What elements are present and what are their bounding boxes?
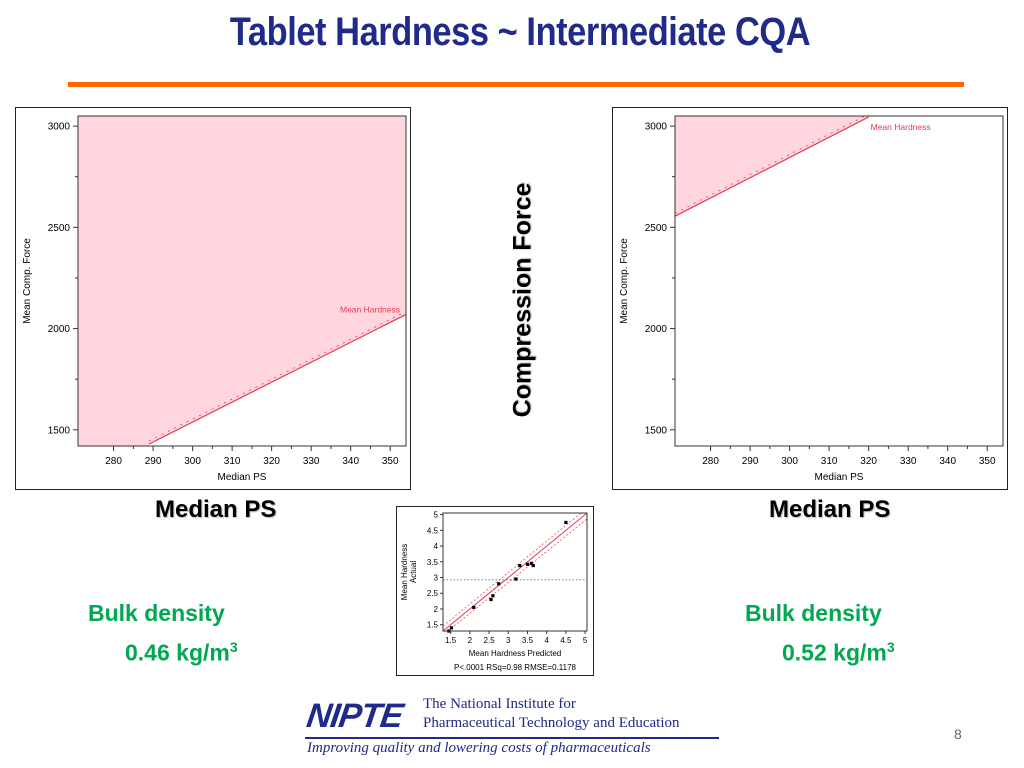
actual-vs-predicted-plot: 1.5 2 2.5 3 3.5 4 4.5 5 1.5 2 2.5 3 3.5 4 4.5 5 Mean Har… (396, 506, 594, 676)
right-bulk-value-row: 0.52 kg/m3 (745, 630, 895, 670)
scatter-y-tick-label: 2.5 (427, 589, 439, 598)
left-x-tick-label: 300 (184, 456, 201, 467)
scatter-y-tick-label: 3.5 (427, 558, 439, 567)
right-x-tick-label: 280 (702, 456, 719, 467)
scatter-x-tick-label: 1.5 (445, 636, 457, 645)
right-x-tick-label: 350 (979, 456, 996, 467)
left-contour-line (148, 313, 407, 445)
left-x-tick-label: 290 (145, 456, 162, 467)
left-x-tick-label: 280 (105, 456, 122, 467)
left-y-tick-label: 3000 (48, 122, 71, 133)
left-y-tick-label: 2000 (48, 324, 71, 335)
scatter-x-axis-label: Mean Hardness Predicted (469, 649, 562, 658)
nipte-logo: NIPTE The National Institute for Pharmac… (304, 693, 725, 763)
scatter-y-tick-label: 5 (434, 511, 439, 520)
scatter-point (518, 563, 522, 568)
scatter-frame (442, 512, 588, 632)
right-x-tick-label: 300 (781, 456, 798, 467)
confidence-upper (447, 518, 588, 632)
institute-line2: Pharmaceutical Technology and Education (423, 715, 680, 731)
scatter-point (489, 597, 493, 602)
left-y-tick-label: 2500 (48, 223, 71, 234)
left-x-tick-label: 320 (263, 456, 280, 467)
right-bulk-title: Bulk density (745, 600, 882, 626)
compression-force-label: Compression Force (508, 182, 537, 418)
left-plot-frame (77, 115, 407, 447)
scatter-point (497, 582, 501, 586)
scatter-x-tick-label: 2.5 (484, 636, 496, 645)
right-contour-dotted (674, 113, 869, 214)
fit-line (442, 512, 588, 632)
left-bulk-sup: 3 (229, 639, 238, 655)
scatter-y-tick-label: 4.5 (427, 526, 439, 535)
scatter-y-tick-label: 1.5 (427, 621, 439, 630)
scatter-y-tick-label: 2 (434, 605, 439, 614)
left-y-tick-label: 1500 (48, 425, 71, 436)
scatter-point (564, 520, 568, 525)
title-divider (68, 82, 964, 87)
left-x-tick-label: 350 (382, 456, 399, 467)
scatter-x-tick-label: 3.5 (522, 636, 534, 645)
left-x-axis-label: Median PS (218, 472, 267, 483)
scatter-point (531, 563, 535, 568)
left-x-tick-label: 340 (342, 456, 359, 467)
scatter-x-tick-label: 2 (468, 636, 473, 645)
scatter-x-tick-label: 4.5 (560, 636, 572, 645)
right-y-tick-label: 1500 (645, 425, 668, 436)
left-bulk-value-row: 0.46 kg/m3 (88, 630, 238, 670)
scatter-point (514, 577, 518, 581)
slide-title: Tablet Hardness ~ Intermediate CQA (229, 10, 811, 54)
right-x-axis-label: Median PS (815, 472, 864, 483)
right-x-tick-label: 290 (742, 456, 759, 467)
nipte-mark: NIPTE (304, 697, 405, 735)
scatter-point (449, 626, 454, 630)
left-contour-dotted (148, 311, 407, 442)
right-x-tick-label: 320 (860, 456, 877, 467)
right-bulk-sup: 3 (886, 639, 895, 655)
scatter-point (525, 562, 530, 566)
left-x-tick-label: 310 (224, 456, 241, 467)
left-bulk-value: 0.46 kg/m (125, 639, 230, 666)
scatter-point (472, 605, 476, 609)
scatter-point (491, 594, 495, 598)
right-y-tick-label: 2000 (645, 324, 668, 335)
right-bulk-density: Bulk density 0.52 kg/m3 (745, 596, 895, 670)
right-y-tick-label: 2500 (645, 223, 668, 234)
right-x-tick-label: 330 (900, 456, 917, 467)
right-plot-frame (674, 115, 1004, 447)
institute-line1: The National Institute for (423, 696, 576, 712)
nipte-institute: The National Institute for Pharmaceutica… (423, 695, 680, 733)
right-bulk-value: 0.52 kg/m (782, 639, 887, 666)
scatter-y-label-line1: Mean Hardness (400, 544, 409, 600)
page-number: 8 (954, 726, 962, 742)
scatter-x-tick-label: 5 (583, 636, 588, 645)
scatter-point (529, 561, 533, 565)
nipte-tagline: Improving quality and lowering costs of … (307, 740, 651, 756)
right-contour-line (674, 116, 869, 217)
scatter-y-label-line2: Actual (409, 561, 418, 583)
left-y-axis-label: Mean Comp. Force (22, 238, 33, 324)
left-x-tick-label: 330 (303, 456, 320, 467)
scatter-x-tick-label: 3 (506, 636, 511, 645)
left-bulk-density: Bulk density 0.46 kg/m3 (88, 596, 238, 670)
logo-divider (305, 737, 719, 739)
left-bulk-title: Bulk density (88, 600, 225, 626)
scatter-y-tick-label: 4 (434, 542, 439, 551)
right-contour-chart: Mean Hardness 280 290 300 310 320 330 340 350 150… (612, 107, 1008, 490)
right-median-ps-label: Median PS (769, 496, 891, 523)
left-median-ps-label: Median PS (155, 496, 277, 523)
right-y-tick-label: 3000 (645, 122, 668, 133)
scatter-stats: P<.0001 RSq=0.98 RMSE=0.1178 (454, 663, 576, 672)
confidence-lower (442, 512, 582, 627)
left-feasible-region (78, 116, 406, 446)
left-contour-label: Mean Hardness (340, 304, 400, 314)
right-x-tick-label: 340 (939, 456, 956, 467)
left-contour-chart: Mean Hardness 280 290 300 310 320 330 340 350 150… (15, 107, 411, 490)
right-x-tick-label: 310 (821, 456, 838, 467)
right-contour-label: Mean Hardness (871, 122, 931, 132)
right-y-axis-label: Mean Comp. Force (619, 238, 630, 324)
scatter-x-tick-label: 4 (544, 636, 549, 645)
scatter-y-tick-label: 3 (434, 574, 439, 583)
